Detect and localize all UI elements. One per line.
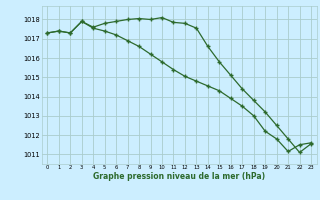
X-axis label: Graphe pression niveau de la mer (hPa): Graphe pression niveau de la mer (hPa) [93,172,265,181]
